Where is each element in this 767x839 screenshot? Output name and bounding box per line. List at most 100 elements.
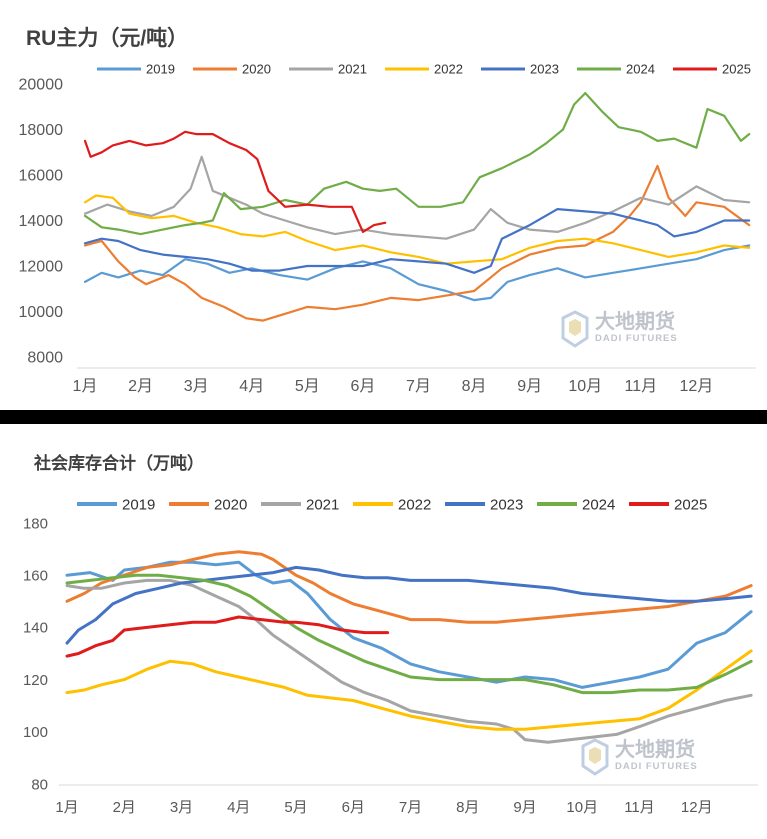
x-tick-label: 1月 [73,378,98,395]
legend-item-2023: 2023 [445,496,523,513]
x-tick-label: 10月 [568,378,602,395]
legend-label: 2019 [122,496,155,513]
x-axis: 1月 2月 3月 4月 5月 6月 7月 8月 9月 10月 11月 12月 [73,378,714,395]
x-tick-label: 9月 [513,799,536,816]
y-tick-label: 10000 [19,304,64,321]
legend-label: 2022 [398,496,431,513]
watermark-icon-inner [569,319,581,336]
x-tick-label: 8月 [462,378,487,395]
legend-item-2021: 2021 [261,496,339,513]
watermark-subtext: DADI FUTURES [595,333,678,344]
x-tick-label: 10月 [566,799,598,816]
x-tick-label: 12月 [680,378,714,395]
legend-item-2022: 2022 [385,62,463,77]
series-line-2022 [83,194,751,265]
series-line-2021 [83,155,751,240]
y-tick-label: 8000 [27,350,63,367]
x-tick-label: 2月 [113,799,136,816]
series-line-2025 [65,615,390,658]
watermark-icon [561,310,589,348]
plot-area [83,91,751,322]
x-tick-label: 4月 [227,799,250,816]
series-line-2022 [65,649,753,731]
legend: 2019 2020 2021 2022 2023 2024 2025 [77,496,707,513]
series-line-2024 [65,573,753,695]
y-tick-label: 80 [31,776,48,793]
x-tick-label: 9月 [517,378,542,395]
legend-label: 2020 [214,496,247,513]
series-line-2023 [83,208,751,274]
legend-label: 2020 [242,62,271,77]
ru-price-chart-panel: RU主力（元/吨） 2019 2020 2021 2022 2023 2024 2025 80… [0,0,767,410]
legend-item-2021: 2021 [289,62,367,77]
legend-item-2024: 2024 [537,496,615,513]
x-tick-label: 8月 [456,799,479,816]
inventory-chart: 2019 2020 2021 2022 2023 2024 2025 80 100 120 140 1… [23,496,758,816]
watermark-text: 大地期货 [615,737,695,761]
legend-label: 2021 [338,62,367,77]
watermark-subtext: DADI FUTURES [615,761,698,772]
plot-area [65,550,753,744]
legend-item-2025: 2025 [629,496,707,513]
y-tick-label: 100 [23,724,48,741]
y-tick-label: 180 [23,515,48,532]
x-tick-label: 11月 [624,799,655,816]
ru-price-chart-title: RU主力（元/吨） [26,27,189,50]
x-tick-label: 5月 [284,799,307,816]
x-tick-label: 6月 [350,378,375,395]
x-tick-label: 12月 [681,799,713,816]
legend-item-2020: 2020 [169,496,247,513]
watermark-icon [581,738,609,776]
ru-price-chart: 2019 2020 2021 2022 2023 2024 2025 8000 10000 120… [19,62,756,395]
inventory-chart-title: 社会库存合计（万吨） [34,454,204,473]
legend-item-2019: 2019 [97,62,175,77]
y-tick-label: 120 [23,672,48,689]
x-tick-label: 7月 [399,799,422,816]
chart-divider [0,410,767,424]
legend-label: 2022 [434,62,463,77]
x-tick-label: 7月 [406,378,431,395]
series-line-2020 [65,550,753,624]
x-tick-label: 1月 [55,799,78,816]
series-line-2024 [83,91,751,236]
x-axis: 1月 2月 3月 4月 5月 6月 7月 8月 9月 10月 11月 12月 [55,799,712,816]
legend-label: 2024 [626,62,655,77]
y-axis: 80 100 120 140 160 180 [23,515,48,793]
x-tick-label: 11月 [625,378,658,395]
y-tick-label: 14000 [19,213,64,230]
y-tick-label: 18000 [19,122,64,139]
legend-item-2024: 2024 [577,62,655,77]
legend-item-2025: 2025 [673,62,751,77]
x-tick-label: 5月 [295,378,320,395]
x-tick-label: 3月 [170,799,193,816]
legend-label: 2023 [530,62,559,77]
y-tick-label: 140 [23,620,48,637]
legend-label: 2025 [674,496,707,513]
x-tick-label: 2月 [128,378,153,395]
y-tick-label: 160 [23,567,48,584]
x-tick-label: 3月 [184,378,209,395]
series-line-2021 [65,578,753,744]
series-line-2025 [83,130,387,233]
y-tick-label: 16000 [19,168,64,185]
legend-label: 2025 [722,62,751,77]
series-line-2019 [65,560,753,689]
legend-label: 2023 [490,496,523,513]
legend-item-2019: 2019 [77,496,155,513]
series-line-2023 [65,565,753,645]
legend-item-2020: 2020 [193,62,271,77]
y-axis: 8000 10000 12000 14000 16000 18000 20000 [19,77,64,367]
legend-label: 2021 [306,496,339,513]
legend-item-2023: 2023 [481,62,559,77]
legend-item-2022: 2022 [353,496,431,513]
x-tick-label: 4月 [239,378,264,395]
watermark-icon-inner [589,747,601,764]
legend-label: 2024 [582,496,615,513]
legend-label: 2019 [146,62,175,77]
x-tick-label: 6月 [342,799,365,816]
legend: 2019 2020 2021 2022 2023 2024 2025 [97,62,751,77]
y-tick-label: 12000 [19,259,64,276]
watermark-text: 大地期货 [595,309,675,333]
